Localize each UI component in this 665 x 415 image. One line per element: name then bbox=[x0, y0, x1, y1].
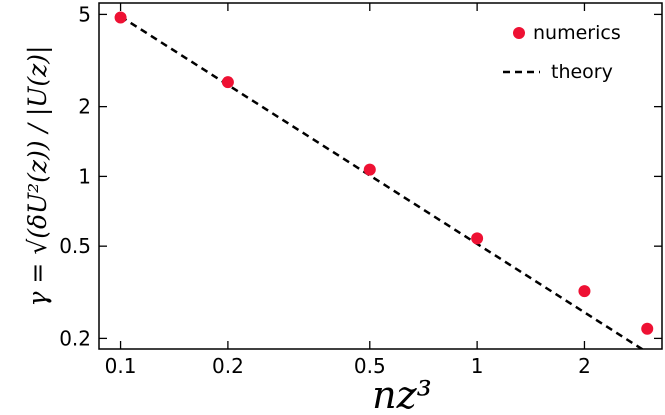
numerics-point bbox=[471, 232, 484, 245]
legend: numerics theory bbox=[503, 22, 621, 83]
x-tick-label: 0.2 bbox=[212, 354, 244, 378]
x-tick-label: 0.5 bbox=[354, 354, 386, 378]
y-tick-label: 5 bbox=[78, 2, 91, 26]
y-tick-label: 0.5 bbox=[59, 234, 91, 258]
numerics-point bbox=[221, 76, 234, 89]
legend-numerics-marker bbox=[513, 27, 525, 39]
x-tick-label: 0.1 bbox=[105, 354, 137, 378]
y-tick-label: 1 bbox=[78, 164, 91, 188]
plot-series bbox=[114, 11, 654, 349]
y-axis-label: γ = √(δU²(z)) / |U(z)| bbox=[23, 46, 53, 307]
numerics-point bbox=[578, 285, 591, 298]
x-tick-label: 1 bbox=[471, 354, 484, 378]
y-tick-label: 0.2 bbox=[59, 326, 91, 350]
legend-numerics-label: numerics bbox=[533, 22, 621, 44]
x-axis-label: nz³ bbox=[372, 373, 432, 415]
x-tick-label: 2 bbox=[578, 354, 591, 378]
y-tick-label: 2 bbox=[78, 95, 91, 119]
legend-theory-label: theory bbox=[551, 61, 613, 83]
numerics-point bbox=[641, 322, 654, 335]
axis-ticks: 0.1 0.2 0.5 1 2 0.2 0.5 1 2 5 bbox=[59, 2, 662, 378]
numerics-point bbox=[114, 11, 127, 24]
theory-line bbox=[119, 15, 645, 349]
plot-frame bbox=[98, 2, 663, 350]
numerics-point bbox=[363, 163, 376, 176]
